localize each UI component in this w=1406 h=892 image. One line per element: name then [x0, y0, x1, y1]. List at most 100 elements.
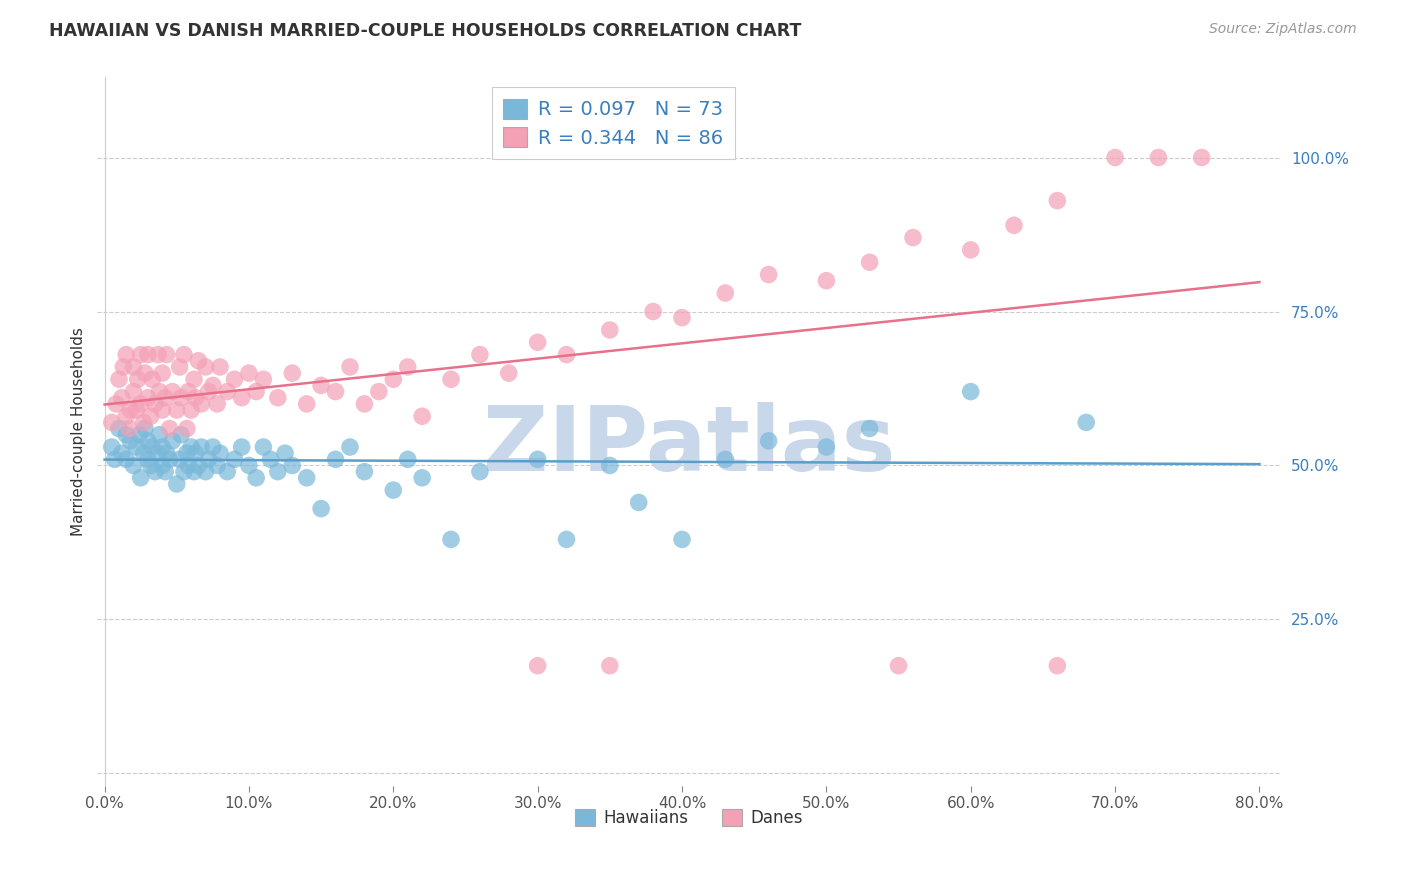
- Point: [141, 440, 163, 454]
- Point: [309, 501, 332, 516]
- Point: [714, 452, 737, 467]
- Point: [111, 446, 134, 460]
- Point: [146, 446, 169, 460]
- Point: [209, 446, 232, 460]
- Point: [180, 440, 202, 454]
- Point: [112, 359, 135, 374]
- Point: [396, 359, 419, 374]
- Point: [367, 384, 389, 399]
- Point: [115, 427, 138, 442]
- Point: [1104, 151, 1126, 165]
- Point: [267, 465, 290, 479]
- Point: [108, 372, 131, 386]
- Point: [180, 403, 202, 417]
- Point: [259, 452, 281, 467]
- Point: [159, 421, 181, 435]
- Point: [209, 359, 232, 374]
- Legend: Hawaiians, Danes: Hawaiians, Danes: [569, 803, 810, 834]
- Point: [118, 421, 141, 435]
- Point: [150, 458, 173, 473]
- Point: [170, 391, 193, 405]
- Point: [148, 384, 170, 399]
- Point: [526, 452, 548, 467]
- Point: [141, 372, 163, 386]
- Point: [281, 458, 304, 473]
- Point: [184, 391, 207, 405]
- Point: [197, 452, 219, 467]
- Point: [162, 384, 184, 399]
- Point: [122, 384, 145, 399]
- Point: [325, 384, 347, 399]
- Point: [295, 471, 318, 485]
- Point: [671, 310, 693, 325]
- Point: [183, 465, 205, 479]
- Point: [758, 268, 780, 282]
- Point: [468, 465, 491, 479]
- Point: [201, 440, 224, 454]
- Point: [169, 359, 191, 374]
- Point: [143, 397, 166, 411]
- Point: [190, 440, 212, 454]
- Point: [183, 372, 205, 386]
- Text: ZIPatlas: ZIPatlas: [484, 401, 896, 490]
- Point: [815, 274, 838, 288]
- Point: [526, 658, 548, 673]
- Point: [901, 230, 924, 244]
- Point: [104, 452, 127, 467]
- Point: [887, 658, 910, 673]
- Point: [440, 533, 463, 547]
- Point: [274, 446, 297, 460]
- Point: [353, 397, 375, 411]
- Point: [238, 366, 260, 380]
- Point: [162, 434, 184, 448]
- Point: [148, 427, 170, 442]
- Point: [252, 440, 274, 454]
- Point: [156, 446, 179, 460]
- Point: [267, 391, 290, 405]
- Point: [122, 458, 145, 473]
- Point: [714, 286, 737, 301]
- Point: [129, 348, 152, 362]
- Point: [468, 348, 491, 362]
- Point: [959, 243, 981, 257]
- Point: [252, 372, 274, 386]
- Point: [526, 335, 548, 350]
- Point: [166, 403, 188, 417]
- Text: Source: ZipAtlas.com: Source: ZipAtlas.com: [1209, 22, 1357, 37]
- Point: [224, 372, 246, 386]
- Point: [111, 391, 134, 405]
- Point: [959, 384, 981, 399]
- Point: [295, 397, 318, 411]
- Point: [176, 446, 198, 460]
- Point: [153, 391, 176, 405]
- Point: [555, 533, 578, 547]
- Point: [194, 359, 217, 374]
- Point: [132, 446, 155, 460]
- Point: [599, 458, 621, 473]
- Point: [1046, 194, 1069, 208]
- Point: [205, 458, 228, 473]
- Point: [224, 452, 246, 467]
- Point: [859, 421, 882, 435]
- Point: [1076, 416, 1098, 430]
- Point: [187, 458, 209, 473]
- Point: [136, 434, 159, 448]
- Point: [325, 452, 347, 467]
- Point: [309, 378, 332, 392]
- Point: [139, 409, 162, 424]
- Point: [440, 372, 463, 386]
- Point: [231, 391, 253, 405]
- Point: [132, 416, 155, 430]
- Point: [396, 452, 419, 467]
- Point: [115, 409, 138, 424]
- Point: [170, 427, 193, 442]
- Point: [150, 440, 173, 454]
- Point: [599, 323, 621, 337]
- Point: [120, 403, 142, 417]
- Point: [498, 366, 520, 380]
- Point: [1147, 151, 1170, 165]
- Point: [411, 471, 433, 485]
- Point: [156, 348, 179, 362]
- Point: [758, 434, 780, 448]
- Point: [122, 359, 145, 374]
